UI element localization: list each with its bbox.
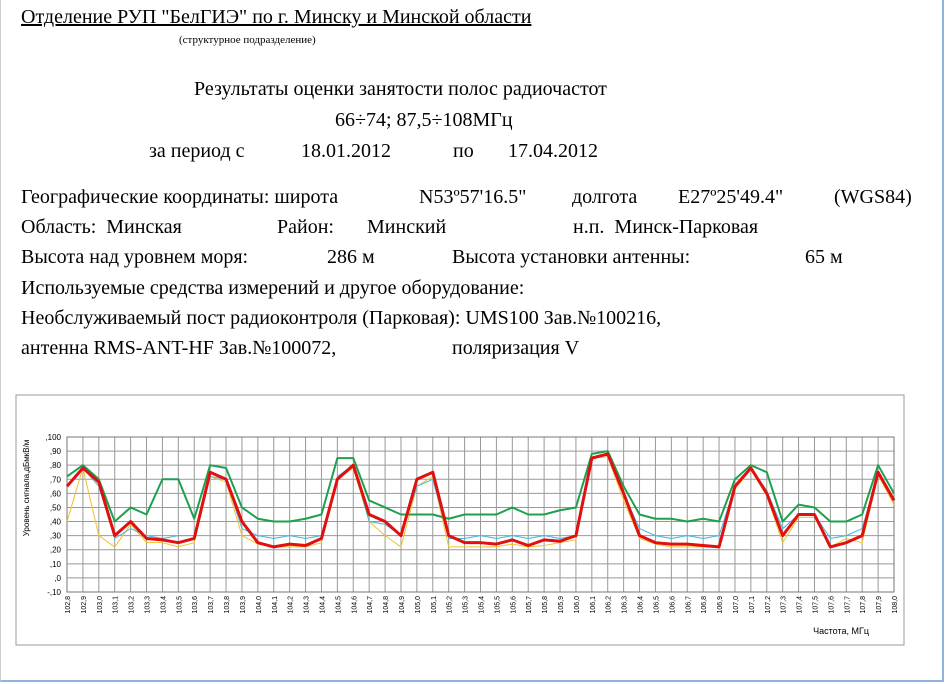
x-tick-label: 105,2: [447, 596, 454, 614]
x-tick-label: 104,9: [399, 596, 406, 614]
y-tick-label: ,50: [50, 503, 62, 512]
x-tick-label: 103,3: [145, 596, 152, 614]
period-to: 17.04.2012: [508, 140, 598, 162]
x-tick-label: 107,5: [812, 596, 819, 614]
x-tick-label: 106,3: [622, 596, 629, 614]
antenna: 65 м: [805, 246, 843, 268]
y-tick-label: -,10: [47, 588, 61, 597]
lat-label: Географические координаты: широта: [21, 186, 339, 208]
period-label: за период с: [149, 140, 245, 162]
y-tick-label: ,80: [50, 461, 62, 470]
x-tick-label: 104,5: [335, 596, 342, 614]
x-tick-label: 104,4: [319, 596, 326, 614]
x-tick-label: 106,2: [606, 596, 613, 614]
x-tick-label: 102,8: [65, 596, 72, 614]
antenna-label: Высота установки антенны:: [452, 246, 691, 268]
x-tick-label: 106,5: [653, 596, 660, 614]
x-tick-label: 107,1: [749, 596, 756, 614]
y-tick-label: ,100: [45, 433, 61, 442]
x-tick-label: 105,9: [558, 596, 565, 614]
place: н.п. Минск-Парковая: [573, 216, 759, 238]
x-tick-label: 103,5: [176, 596, 183, 614]
period-to-label: по: [453, 140, 474, 162]
x-tick-label: 104,6: [351, 596, 358, 614]
x-tick-label: 104,2: [288, 596, 295, 614]
equipment-line: Необслуживаемый пост радиоконтроля (Парк…: [21, 307, 662, 329]
x-tick-label: 105,0: [415, 596, 422, 614]
org: Отделение РУП "БелГИЭ" по г. Минску и Ми…: [21, 6, 532, 28]
polarization: поляризация V: [452, 337, 580, 359]
plot-area: [66, 436, 895, 593]
antenna-line: антенна RMS-ANT-HF Зав.№100072,: [21, 337, 337, 359]
org-note: (структурное подразделение): [179, 34, 316, 46]
lon: E27º25'49.4": [678, 186, 784, 208]
datum: (WGS84): [834, 186, 912, 208]
x-tick-label: 102,9: [81, 596, 88, 614]
x-tick-label: 107,7: [844, 596, 851, 614]
rayon: Минский: [367, 216, 447, 238]
x-tick-label: 106,6: [669, 596, 676, 614]
x-tick-label: 106,9: [717, 596, 724, 614]
oblast: Область: Минская: [21, 216, 182, 238]
x-tick-label: 104,8: [383, 596, 390, 614]
x-tick-label: 108,0: [892, 596, 899, 614]
equipment-line: Используемые средства измерений и другое…: [21, 277, 525, 299]
x-tick-label: 107,0: [733, 596, 740, 614]
x-tick-label: 103,0: [97, 596, 104, 614]
x-tick-label: 103,1: [113, 596, 120, 614]
x-tick-label: 105,3: [463, 596, 470, 614]
lat: N53º57'16.5": [419, 186, 527, 208]
x-tick-label: 104,3: [304, 596, 311, 614]
y-tick-label: ,0: [54, 574, 61, 583]
x-tick-label: 105,6: [510, 596, 517, 614]
x-tick-label: 106,4: [638, 596, 645, 614]
y-tick-label: ,10: [50, 560, 62, 569]
x-tick-label: 105,4: [479, 596, 486, 614]
x-tick-label: 103,7: [208, 596, 215, 614]
x-tick-label: 106,7: [685, 596, 692, 614]
x-tick-label: 105,8: [542, 596, 549, 614]
sea-label: Высота над уровнем моря:: [21, 246, 249, 268]
y-tick-label: ,60: [50, 489, 62, 498]
x-tick-label: 103,4: [160, 596, 167, 614]
series-line: [66, 450, 895, 523]
x-tick-label: 103,8: [224, 596, 231, 614]
x-tick-label: 103,6: [192, 596, 199, 614]
bands: 66÷74; 87,5÷108МГц: [335, 109, 513, 131]
sea: 286 м: [327, 246, 375, 268]
y-axis-label: Уровень сигнала,дБмкВ/м: [22, 440, 31, 537]
x-tick-label: 104,1: [272, 596, 279, 614]
y-tick-label: ,20: [50, 546, 62, 555]
lon-label: долгота: [572, 186, 638, 208]
x-tick-label: 105,5: [494, 596, 501, 614]
y-tick-label: ,40: [50, 518, 62, 527]
x-tick-label: 107,8: [860, 596, 867, 614]
x-tick-label: 106,0: [574, 596, 581, 614]
heading: Результаты оценки занятости полос радиоч…: [194, 78, 607, 100]
x-tick-label: 107,9: [876, 596, 883, 614]
y-tick-label: ,90: [50, 447, 62, 456]
x-tick-label: 107,6: [828, 596, 835, 614]
series-line: [65, 452, 896, 549]
x-tick-label: 107,4: [797, 596, 804, 614]
x-tick-label: 106,8: [701, 596, 708, 614]
x-tick-label: 103,2: [129, 596, 136, 614]
y-tick-label: ,70: [50, 475, 62, 484]
x-tick-label: 105,7: [526, 596, 533, 614]
x-tick-label: 105,1: [431, 596, 438, 614]
x-tick-label: 104,7: [367, 596, 374, 614]
x-tick-label: 107,3: [781, 596, 788, 614]
x-axis-label: Частота, МГц: [813, 626, 869, 636]
x-tick-label: 103,9: [240, 596, 247, 614]
x-tick-label: 107,2: [765, 596, 772, 614]
x-tick-label: 106,1: [590, 596, 597, 614]
x-tick-label: 104,0: [256, 596, 263, 614]
y-tick-label: ,30: [50, 532, 62, 541]
period-from: 18.01.2012: [301, 140, 391, 162]
rayon-label: Район:: [277, 216, 334, 238]
